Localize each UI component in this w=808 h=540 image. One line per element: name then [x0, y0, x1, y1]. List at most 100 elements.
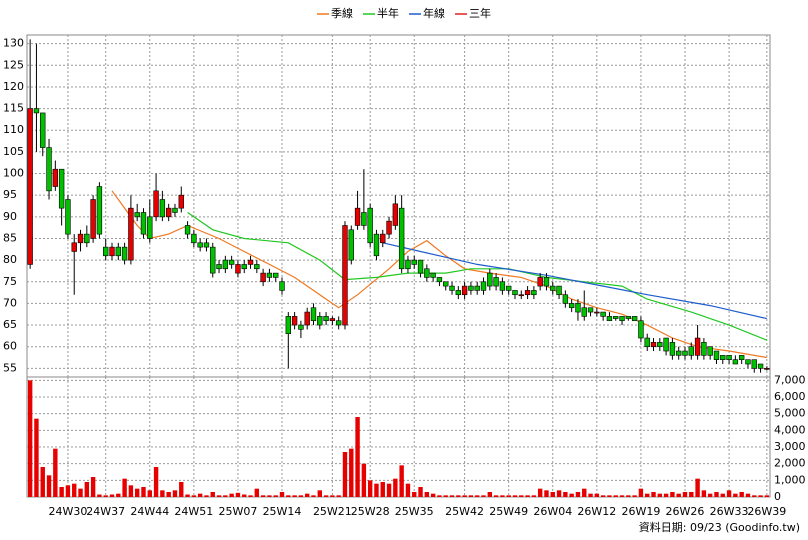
candle-body [203, 242, 210, 248]
volume-bar [412, 492, 417, 497]
candle-body [720, 355, 726, 360]
volume-bar [273, 495, 278, 497]
volume-bar [103, 495, 108, 497]
volume-bar [380, 482, 385, 497]
volume-bar [235, 492, 241, 497]
x-tick-label: 25W14 [263, 505, 302, 518]
volume-bar [512, 495, 518, 497]
volume-bar [430, 493, 436, 497]
candle-body [606, 316, 613, 322]
candle-body [430, 272, 436, 278]
candle-body [461, 285, 468, 296]
candle-body [285, 316, 292, 335]
y-tick-label: 105 [3, 145, 24, 158]
candle-body [487, 272, 493, 287]
candle-body [172, 207, 178, 213]
volume-bar [34, 418, 39, 497]
candle-body [159, 199, 166, 218]
volume-bar [575, 492, 581, 497]
volume-bar [342, 452, 348, 497]
y-tick-label: 95 [3, 188, 17, 201]
candle-body [40, 112, 46, 148]
x-tick-label: 26W19 [621, 505, 660, 518]
y-tick-label: 75 [3, 275, 17, 288]
legend-label: 季線 [331, 6, 353, 20]
candle-body [537, 277, 543, 287]
y2-tick-label: 0 [774, 490, 781, 503]
volume-bar [556, 490, 562, 497]
ma-line [382, 242, 768, 320]
volume-bar [191, 495, 197, 497]
candle-body [134, 212, 140, 218]
volume-bar [248, 495, 253, 497]
volume-bar [65, 485, 71, 497]
candle-body [65, 199, 71, 235]
volume-bar [437, 495, 442, 497]
y-tick-label: 65 [3, 318, 17, 331]
volume-bar [745, 493, 751, 497]
price-panel [26, 34, 771, 378]
volume-bar [260, 495, 266, 497]
volume-bar [197, 493, 203, 497]
volume-bar [298, 495, 304, 497]
volume-bar [519, 495, 524, 497]
candle-body [424, 268, 430, 278]
candle-body [147, 216, 153, 239]
volume-bar [607, 495, 612, 497]
volume-bar [323, 495, 329, 497]
y-tick-label: 125 [3, 58, 24, 71]
volume-bar [720, 493, 725, 497]
volume-bar [166, 492, 171, 497]
candle-body [676, 350, 682, 356]
candle-body [619, 316, 625, 322]
candle-body [247, 259, 254, 265]
volume-bar [355, 417, 360, 497]
volume-bar [764, 495, 770, 497]
volume-bar [292, 495, 297, 497]
volume-bar [537, 488, 543, 497]
candle-body [398, 207, 405, 270]
volume-bar [279, 492, 285, 497]
candle-body [505, 285, 512, 291]
candle-body [323, 316, 329, 322]
volume-bar [424, 492, 430, 497]
candle-body [317, 316, 323, 326]
volume-bar [493, 495, 499, 497]
candle-body [405, 259, 411, 270]
volume-bar [531, 495, 537, 497]
candle-body [531, 290, 537, 296]
volume-bar [752, 495, 757, 497]
y-tick-label: 90 [3, 210, 17, 223]
y-tick-label: 115 [3, 102, 24, 115]
volume-bar [733, 493, 738, 497]
candle-body [757, 363, 764, 369]
candle-body [682, 350, 688, 356]
volume-bar [172, 490, 178, 497]
volume-bar [78, 488, 83, 497]
volume-bar [160, 490, 165, 497]
volume-bar [726, 490, 732, 497]
volume-bar [286, 495, 291, 497]
candle-body [764, 368, 770, 370]
x-tick-label: 24W30 [48, 505, 87, 518]
volume-bar [27, 380, 33, 497]
volume-bar [682, 492, 688, 497]
candle-body [71, 242, 77, 252]
y2-tick-label: 4,000 [774, 423, 806, 436]
volume-bar [361, 463, 367, 497]
candle-body [449, 285, 455, 291]
x-tick-label: 25W42 [445, 505, 484, 518]
candle-body [279, 281, 285, 291]
y-tick-label: 55 [3, 361, 17, 374]
candle-body [594, 311, 600, 314]
candle-body [613, 316, 619, 319]
volume-bar [525, 495, 530, 497]
volume-bar [229, 493, 234, 497]
candle-body [153, 190, 159, 218]
candle-body [96, 186, 103, 235]
volume-bar [134, 488, 140, 497]
candle-body [273, 272, 279, 278]
volume-bar [128, 485, 134, 497]
x-tick-label: 26W26 [666, 505, 705, 518]
candle-body [707, 346, 713, 356]
